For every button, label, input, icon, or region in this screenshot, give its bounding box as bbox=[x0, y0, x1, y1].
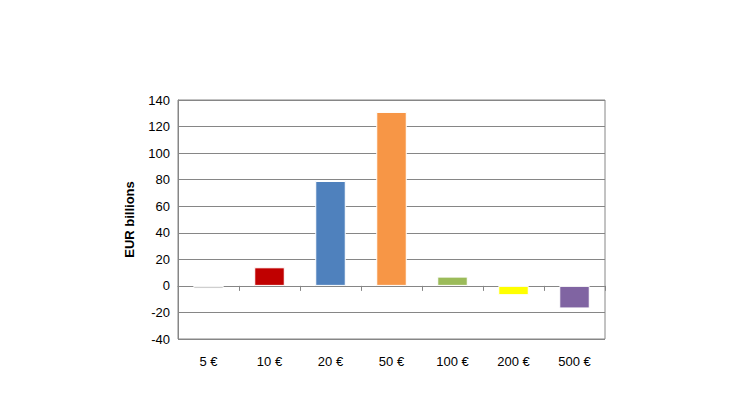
svg-text:20 €: 20 € bbox=[318, 354, 344, 369]
svg-text:10 €: 10 € bbox=[257, 354, 283, 369]
svg-text:0: 0 bbox=[163, 278, 170, 293]
svg-text:20: 20 bbox=[156, 252, 170, 267]
svg-text:-40: -40 bbox=[151, 332, 170, 347]
svg-text:EUR billions: EUR billions bbox=[122, 181, 137, 258]
svg-text:40: 40 bbox=[156, 225, 170, 240]
svg-text:100 €: 100 € bbox=[436, 354, 469, 369]
svg-text:50 €: 50 € bbox=[379, 354, 405, 369]
svg-text:500 €: 500 € bbox=[558, 354, 591, 369]
svg-text:60: 60 bbox=[156, 199, 170, 214]
svg-text:100: 100 bbox=[148, 146, 170, 161]
svg-text:140: 140 bbox=[148, 93, 170, 108]
svg-text:5 €: 5 € bbox=[199, 354, 218, 369]
svg-text:80: 80 bbox=[156, 172, 170, 187]
svg-text:-20: -20 bbox=[151, 305, 170, 320]
svg-text:200 €: 200 € bbox=[497, 354, 530, 369]
svg-text:120: 120 bbox=[148, 119, 170, 134]
